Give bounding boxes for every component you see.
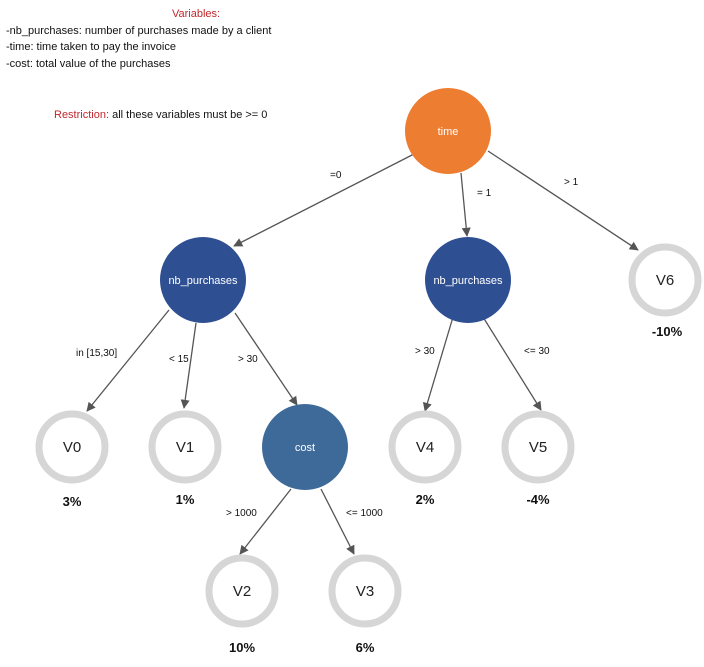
node-nb1-label: nb_purchases	[168, 275, 238, 287]
leaf-v0-label: V0	[63, 439, 81, 456]
leaf-v2-label: V2	[233, 583, 251, 600]
leaf-v0-ring	[35, 410, 109, 484]
edge-labels: =0 = 1 > 1 in [15,30] < 15 > 30 > 1000 <…	[76, 170, 579, 519]
edge-label-nb1-v0: in [15,30]	[76, 348, 117, 359]
edge-nb1-v0	[86, 309, 170, 412]
edge-label-time-v6: > 1	[564, 177, 579, 188]
edge-label-cost-v3: <= 1000	[346, 508, 383, 519]
restriction-note: Restriction: all these variables must be…	[54, 109, 267, 121]
node-time-label: time	[438, 126, 459, 138]
leaf-v6-value: -10%	[652, 324, 683, 339]
node-nb2-circle	[425, 237, 511, 323]
node-nb2-label: nb_purchases	[433, 275, 503, 287]
edge-time-nb1	[233, 153, 415, 247]
legend-line-time: -time: time taken to pay the invoice	[6, 41, 176, 53]
legend-line-nb-purchases: -nb_purchases: number of purchases made …	[6, 24, 272, 37]
leaf-v0: V0 3%	[35, 410, 109, 509]
leaf-v6: V6 -10%	[628, 243, 702, 339]
leaf-v4-value: 2%	[416, 492, 435, 507]
leaf-v1-label: V1	[176, 439, 194, 456]
node-nb-purchases-right: nb_purchases	[425, 237, 511, 323]
leaf-v1: V1 1%	[148, 410, 222, 507]
edge-cost-v3	[320, 488, 355, 555]
leaf-v2-value: 10%	[229, 640, 255, 655]
edge-cost-v2	[239, 488, 292, 555]
leaf-v0-value: 3%	[63, 494, 82, 509]
leaf-v1-ring	[148, 410, 222, 484]
edge-time-v6	[487, 150, 639, 251]
edge-label-time-nb1: =0	[330, 170, 342, 181]
leaf-v3-value: 6%	[356, 640, 375, 655]
leaf-v5: V5 -4%	[501, 410, 575, 507]
leaf-v5-value: -4%	[526, 492, 550, 507]
restriction-text: all these variables must be >= 0	[109, 109, 268, 121]
edge-label-nb2-v4: > 30	[415, 346, 435, 357]
leaf-v6-ring	[628, 243, 702, 317]
leaf-v3-label: V3	[356, 583, 374, 600]
edge-nb2-v4	[422, 316, 454, 412]
leaf-v4-ring	[388, 410, 462, 484]
node-cost-label: cost	[295, 442, 315, 454]
leaf-v5-label: V5	[529, 439, 547, 456]
edge-label-cost-v2: > 1000	[226, 508, 257, 519]
leaf-v4-label: V4	[416, 439, 434, 456]
leaf-v3-ring	[328, 554, 402, 628]
leaf-v2: V2 10%	[205, 554, 279, 655]
legend-line-cost: -cost: total value of the purchases	[6, 57, 171, 70]
leaf-v3: V3 6%	[328, 554, 402, 655]
leaf-v5-ring	[501, 410, 575, 484]
leaf-v6-label: V6	[656, 272, 674, 289]
edges	[86, 150, 639, 555]
leaf-v4: V4 2%	[388, 410, 462, 507]
restriction-label: Restriction:	[54, 109, 110, 121]
node-cost-circle	[262, 404, 348, 490]
edge-label-time-nb2: = 1	[477, 188, 492, 199]
edge-nb2-v5	[482, 316, 542, 411]
leaf-v1-value: 1%	[176, 492, 195, 507]
node-cost: cost	[262, 404, 348, 490]
node-nb-purchases-left: nb_purchases	[160, 237, 246, 323]
edge-label-nb1-v1: < 15	[169, 354, 189, 365]
variables-legend: Variables: -nb_purchases: number of purc…	[6, 6, 271, 72]
leaf-v2-ring	[205, 554, 279, 628]
node-nb1-circle	[160, 237, 246, 323]
edge-label-nb2-v5: <= 30	[524, 346, 550, 357]
node-time-circle	[405, 88, 491, 174]
legend-title: Variables:	[172, 8, 221, 20]
edge-nb1-v1	[180, 322, 197, 409]
edge-label-nb1-cost: > 30	[238, 354, 258, 365]
node-time: time	[405, 88, 491, 174]
edge-nb1-cost	[234, 312, 298, 406]
edge-time-nb2	[460, 172, 471, 237]
